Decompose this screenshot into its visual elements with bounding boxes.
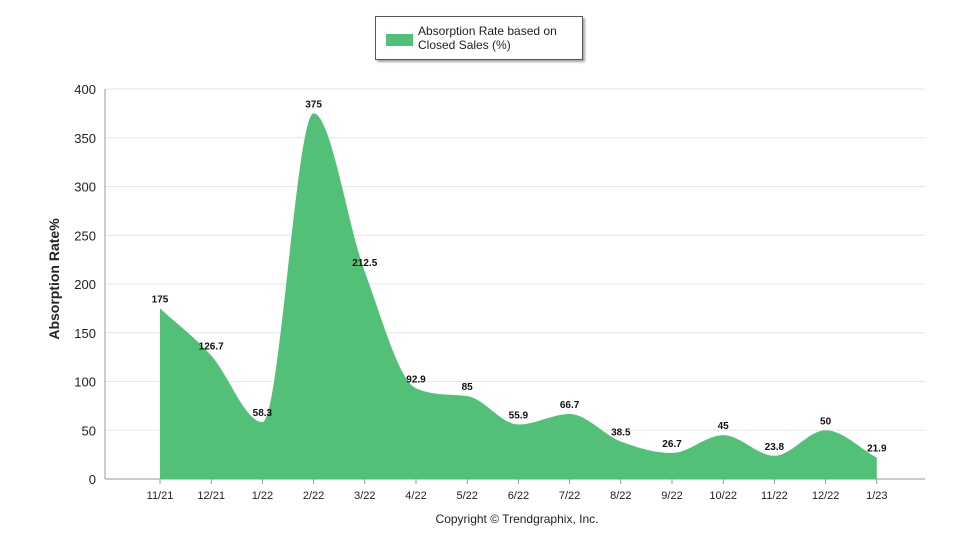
data-label: 26.7 (662, 439, 682, 450)
x-tick-label: 9/22 (661, 490, 682, 502)
data-label: 212.5 (352, 258, 377, 269)
x-tick-label: 12/21 (197, 490, 225, 502)
data-label: 21.9 (867, 444, 887, 455)
y-axis-title: Absorption Rate% (46, 218, 62, 340)
data-label: 85 (462, 382, 474, 393)
data-label: 23.8 (765, 442, 785, 453)
data-label: 45 (718, 421, 730, 432)
y-tick-label: 300 (74, 180, 96, 195)
x-tick-label: 8/22 (610, 490, 631, 502)
data-label: 175 (152, 294, 169, 305)
data-label: 66.7 (560, 400, 580, 411)
y-tick-label: 100 (74, 375, 96, 390)
y-tick-label: 250 (74, 228, 96, 243)
y-tick-label: 400 (74, 82, 96, 97)
data-label: 126.7 (199, 341, 224, 352)
x-tick-label: 6/22 (508, 490, 529, 502)
x-tick-label: 7/22 (559, 490, 580, 502)
x-tick-label: 2/22 (303, 490, 324, 502)
data-label: 92.9 (406, 374, 426, 385)
copyright-text: Copyright © Trendgraphix, Inc. (435, 512, 599, 526)
x-tick-label: 5/22 (456, 490, 477, 502)
y-tick-label: 150 (74, 326, 96, 341)
legend-swatch (386, 34, 413, 46)
x-tick-label: 11/21 (147, 490, 174, 502)
area-series (160, 113, 877, 479)
x-tick-label: 3/22 (354, 490, 375, 502)
x-tick-label: 11/22 (761, 490, 788, 502)
y-tick-label: 0 (89, 472, 96, 487)
y-tick-label: 50 (82, 423, 96, 438)
x-tick-label: 4/22 (405, 490, 426, 502)
x-tick-label: 1/23 (866, 490, 887, 502)
x-tick-label: 12/22 (812, 490, 840, 502)
y-tick-label: 350 (74, 131, 96, 146)
data-label: 38.5 (611, 427, 631, 438)
data-label: 58.3 (253, 408, 273, 419)
data-label: 55.9 (509, 410, 529, 421)
chart-legend: Absorption Rate based on Closed Sales (%… (375, 16, 583, 60)
legend-label: Absorption Rate based on Closed Sales (%… (418, 24, 557, 52)
y-tick-label: 200 (74, 277, 96, 292)
x-tick-label: 1/22 (252, 490, 273, 502)
x-tick-label: 10/22 (709, 490, 737, 502)
data-label: 375 (305, 99, 322, 110)
data-label: 50 (820, 416, 832, 427)
